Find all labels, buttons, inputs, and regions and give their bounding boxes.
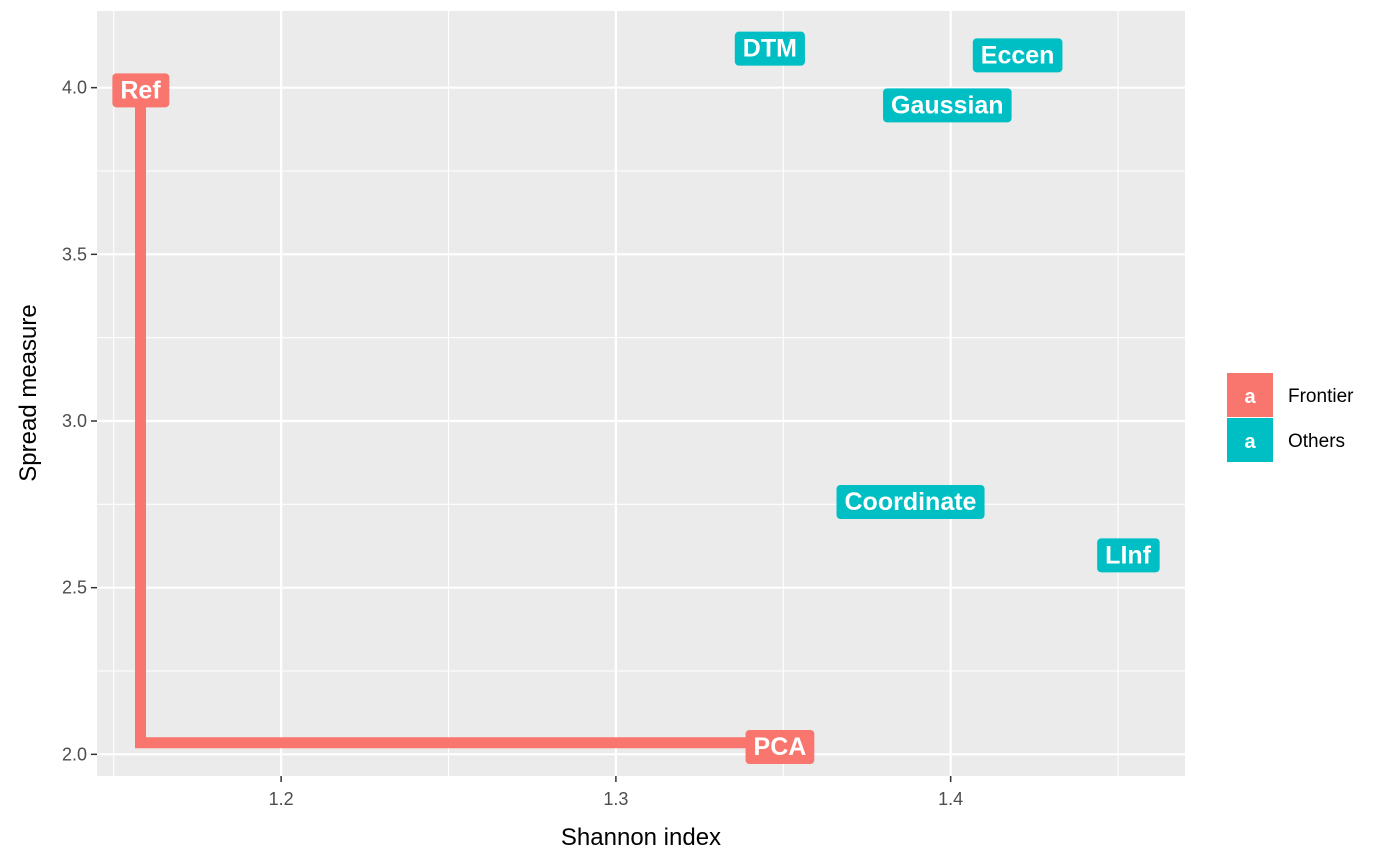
legend-label: Frontier [1288,386,1354,407]
point-labels: Ref PCA DTM Eccen Gaussian Coordinate LInf [112,31,1160,764]
frontier-line [135,89,780,749]
point-label-box [972,38,1063,73]
point-label-text: Ref [120,76,161,104]
x-tick-label: 1.4 [938,789,963,809]
point-label-text: LInf [1105,541,1151,569]
legend-key-text: a [1244,386,1256,408]
y-tick-label: 2.5 [62,578,87,598]
legend: a Frontier a Others [1227,373,1354,462]
point-label-box [1097,538,1160,573]
point-label-text: Gaussian [891,91,1004,119]
panel-background [97,11,1185,776]
legend-key [1227,373,1273,417]
x-tick-label: 1.2 [269,789,294,809]
x-tick-label: 1.3 [603,789,628,809]
point-label-pca: PCA [745,730,815,764]
point-label-box [883,88,1012,123]
point-label-linf: LInf [1097,538,1160,573]
point-label-ref: Ref [112,73,170,108]
point-label-box [836,485,985,519]
x-axis: 1.2 1.3 1.4 [269,776,963,809]
legend-item-frontier: a Frontier [1227,373,1354,417]
legend-item-others: a Others [1227,418,1345,462]
y-axis-title: Spread measure [15,304,42,481]
frontier-line-layer [135,89,780,749]
y-axis: 2.0 2.5 3.0 3.5 4.0 [62,78,97,764]
legend-key-text: a [1244,431,1256,453]
x-axis-title: Shannon index [561,824,721,851]
point-label-text: Coordinate [845,488,977,516]
point-label-box [734,31,805,66]
y-tick-label: 2.0 [62,744,87,764]
legend-label: Others [1288,431,1345,452]
point-label-dtm: DTM [734,31,805,66]
point-label-box [745,730,815,764]
grid-lines [97,11,1185,776]
point-label-box [112,73,170,108]
point-label-gaussian: Gaussian [883,88,1012,123]
y-tick-label: 3.0 [62,411,87,431]
point-label-text: PCA [754,733,807,761]
y-tick-label: 3.5 [62,244,87,264]
point-label-eccen: Eccen [972,38,1063,73]
point-label-text: DTM [743,35,797,63]
point-label-coordinate: Coordinate [836,485,985,519]
legend-key [1227,418,1273,462]
y-tick-label: 4.0 [62,78,87,98]
point-label-text: Eccen [981,41,1055,69]
